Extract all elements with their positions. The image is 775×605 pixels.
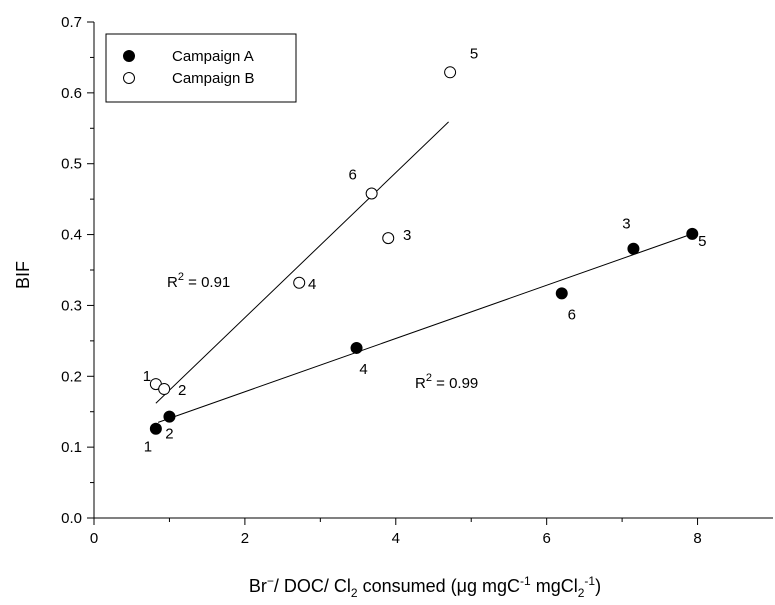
- y-tick-label: 0.2: [61, 368, 82, 385]
- point-campaign-a: [350, 341, 363, 354]
- x-axis-title: Br−/ DOC/ Cl2 consumed (μg mgC-1 mgCl2-1…: [249, 574, 601, 600]
- legend-marker-campaign-b: [123, 72, 135, 84]
- regression-line-campaign-b: [155, 121, 449, 404]
- point-label-campaign-a: 2: [165, 426, 173, 443]
- y-tick-label: 0.5: [61, 156, 82, 173]
- point-label-campaign-a: 3: [622, 216, 630, 233]
- point-campaign-b: [365, 187, 378, 200]
- x-tick-label: 0: [90, 530, 98, 547]
- point-label-campaign-a: 1: [144, 439, 152, 456]
- x-tick-label: 2: [241, 530, 249, 547]
- point-label-campaign-b: 2: [178, 382, 186, 399]
- regression-lines: [155, 121, 693, 423]
- axes: 0.0 0.1 0.2 0.3 0.4 0.5 0.6 0.7 0 2 4 6 8: [61, 14, 773, 547]
- point-label-campaign-a: 6: [568, 306, 576, 323]
- point-label-campaign-a: 5: [698, 233, 706, 250]
- legend: Campaign A Campaign B: [105, 33, 297, 103]
- point-campaign-a: [163, 410, 176, 423]
- legend-marker-campaign-a: [123, 50, 135, 62]
- r2-label-campaign-b: R2 = 0.91: [167, 271, 230, 291]
- legend-label-campaign-a: Campaign A: [172, 48, 254, 65]
- point-campaign-a: [149, 422, 162, 435]
- point-campaign-a: [627, 242, 640, 255]
- x-tick-label: 8: [693, 530, 701, 547]
- x-tick-label: 4: [392, 530, 400, 547]
- point-label-campaign-b: 4: [308, 276, 316, 293]
- y-tick-label: 0.7: [61, 14, 82, 31]
- point-campaign-b: [158, 383, 171, 396]
- y-axis-title: BIF: [13, 261, 33, 289]
- legend-box: [105, 33, 297, 103]
- regression-line-campaign-a: [157, 233, 693, 423]
- legend-label-campaign-b: Campaign B: [172, 70, 255, 87]
- point-label-campaign-b: 5: [470, 45, 478, 62]
- point-label-campaign-b: 1: [143, 368, 151, 385]
- x-tick-label: 6: [542, 530, 550, 547]
- point-label-campaign-b: 6: [348, 166, 356, 183]
- point-label-campaign-a: 4: [359, 361, 367, 378]
- point-campaign-b: [444, 66, 457, 79]
- y-tick-label: 0.4: [61, 227, 82, 244]
- y-tick-label: 0.3: [61, 297, 82, 314]
- point-label-campaign-b: 3: [403, 227, 411, 244]
- point-campaign-a: [686, 227, 699, 240]
- y-tick-label: 0.6: [61, 85, 82, 102]
- point-campaign-b: [382, 232, 395, 245]
- data-points: [149, 66, 699, 435]
- y-tick-label: 0.0: [61, 510, 82, 527]
- y-tick-label: 0.1: [61, 439, 82, 456]
- point-campaign-a: [555, 287, 568, 300]
- r2-label-campaign-a: R2 = 0.99: [415, 372, 478, 392]
- point-campaign-b: [293, 276, 306, 289]
